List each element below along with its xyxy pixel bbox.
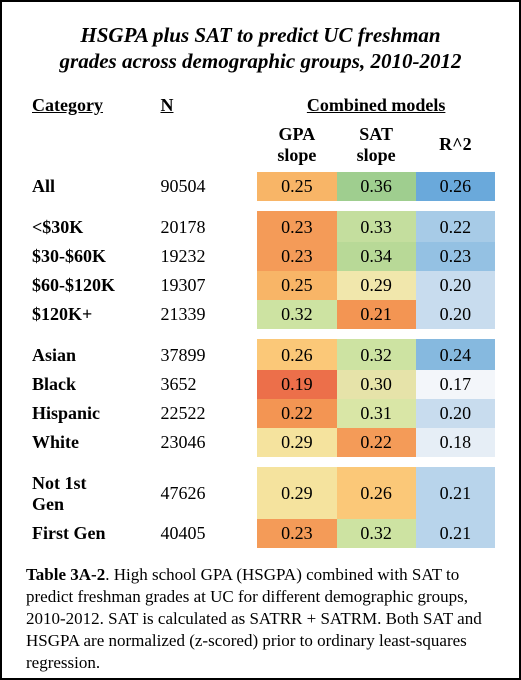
cell-gpa-slope: 0.22 [257, 399, 336, 428]
header-r2: R^2 [416, 120, 495, 172]
cell-gpa-slope: 0.25 [257, 172, 336, 201]
header-sat-slope: SATslope [337, 120, 416, 172]
row-label: Not 1stGen [26, 467, 154, 519]
cell-gpa-slope: 0.29 [257, 428, 336, 457]
table-row: Black3652 0.190.300.17 [26, 370, 495, 399]
row-label: Hispanic [26, 399, 154, 428]
row-n: 19232 [154, 242, 235, 271]
row-n: 21339 [154, 300, 235, 329]
data-table: Category N Combined models GPAslope SATs… [26, 91, 495, 548]
row-label: Black [26, 370, 154, 399]
cell-sat-slope: 0.26 [337, 467, 416, 519]
row-label: $120K+ [26, 300, 154, 329]
cell-gpa-slope: 0.26 [257, 339, 336, 370]
header-category: Category [26, 91, 154, 120]
row-label: All [26, 172, 154, 201]
cell-sat-slope: 0.30 [337, 370, 416, 399]
cell-r2: 0.20 [416, 271, 495, 300]
row-label: $60-$120K [26, 271, 154, 300]
cell-sat-slope: 0.22 [337, 428, 416, 457]
caption-label: Table 3A-2 [26, 565, 105, 584]
table-body: All905040.250.360.26<$30K201780.230.330.… [26, 172, 495, 548]
cell-gpa-slope: 0.23 [257, 519, 336, 548]
row-n: 37899 [154, 339, 235, 370]
row-n: 20178 [154, 211, 235, 242]
row-n: 47626 [154, 467, 235, 519]
title-line-2: grades across demographic groups, 2010-2… [60, 49, 462, 73]
cell-sat-slope: 0.32 [337, 519, 416, 548]
table-row: Asian37899 0.260.320.24 [26, 339, 495, 370]
figure-caption: Table 3A-2. High school GPA (HSGPA) comb… [26, 564, 495, 674]
header-n: N [154, 91, 235, 120]
cell-sat-slope: 0.31 [337, 399, 416, 428]
table-figure: HSGPA plus SAT to predict UC freshman gr… [0, 0, 521, 680]
table-row: Not 1stGen47626 0.290.260.21 [26, 467, 495, 519]
header-gpa-slope: GPAslope [257, 120, 336, 172]
cell-r2: 0.21 [416, 519, 495, 548]
row-label: <$30K [26, 211, 154, 242]
row-n: 90504 [154, 172, 235, 201]
cell-sat-slope: 0.33 [337, 211, 416, 242]
row-label: Asian [26, 339, 154, 370]
row-n: 23046 [154, 428, 235, 457]
cell-r2: 0.20 [416, 300, 495, 329]
row-n: 3652 [154, 370, 235, 399]
cell-r2: 0.23 [416, 242, 495, 271]
table-row: <$30K20178 0.230.330.22 [26, 211, 495, 242]
row-label: $30-$60K [26, 242, 154, 271]
cell-r2: 0.24 [416, 339, 495, 370]
cell-gpa-slope: 0.23 [257, 242, 336, 271]
row-label: White [26, 428, 154, 457]
title-line-1: HSGPA plus SAT to predict UC freshman [80, 23, 440, 47]
cell-gpa-slope: 0.32 [257, 300, 336, 329]
row-label: First Gen [26, 519, 154, 548]
cell-sat-slope: 0.34 [337, 242, 416, 271]
table-row: $120K+21339 0.320.210.20 [26, 300, 495, 329]
cell-r2: 0.22 [416, 211, 495, 242]
header-combined: Combined models [257, 91, 495, 120]
table-row: Hispanic22522 0.220.310.20 [26, 399, 495, 428]
cell-gpa-slope: 0.19 [257, 370, 336, 399]
table-row: First Gen40405 0.230.320.21 [26, 519, 495, 548]
row-n: 19307 [154, 271, 235, 300]
cell-r2: 0.26 [416, 172, 495, 201]
cell-r2: 0.17 [416, 370, 495, 399]
cell-gpa-slope: 0.23 [257, 211, 336, 242]
cell-r2: 0.18 [416, 428, 495, 457]
table-row: $60-$120K19307 0.250.290.20 [26, 271, 495, 300]
table-header: Category N Combined models GPAslope SATs… [26, 91, 495, 172]
table-row: All90504 0.250.360.26 [26, 172, 495, 201]
cell-gpa-slope: 0.25 [257, 271, 336, 300]
figure-title: HSGPA plus SAT to predict UC freshman gr… [26, 22, 495, 75]
cell-gpa-slope: 0.29 [257, 467, 336, 519]
cell-sat-slope: 0.21 [337, 300, 416, 329]
cell-sat-slope: 0.36 [337, 172, 416, 201]
row-n: 22522 [154, 399, 235, 428]
cell-sat-slope: 0.29 [337, 271, 416, 300]
table-row: White23046 0.290.220.18 [26, 428, 495, 457]
cell-sat-slope: 0.32 [337, 339, 416, 370]
table-row: $30-$60K19232 0.230.340.23 [26, 242, 495, 271]
cell-r2: 0.21 [416, 467, 495, 519]
cell-r2: 0.20 [416, 399, 495, 428]
row-n: 40405 [154, 519, 235, 548]
